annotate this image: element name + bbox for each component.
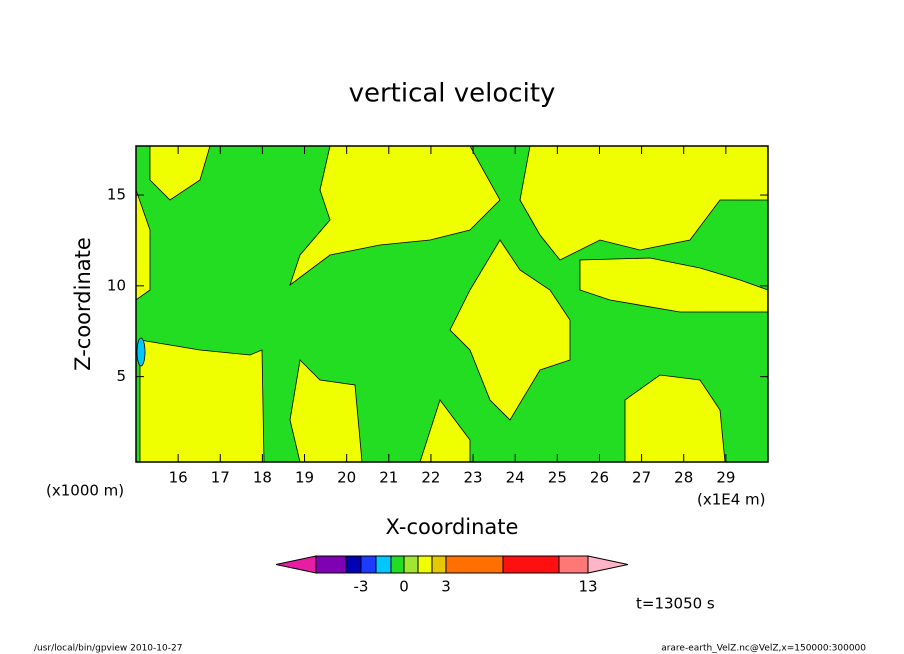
colorbar-segment: [403, 555, 419, 574]
footer-right: arare-earth_VelZ.nc@VelZ,x=150000:300000: [661, 644, 866, 654]
chart-title: vertical velocity: [349, 79, 556, 109]
x-tick-label: 28: [674, 469, 693, 487]
x-tick-label: 17: [211, 469, 230, 487]
colorbar-tick-label: 13: [578, 578, 597, 596]
colorbar-segment: [345, 555, 362, 574]
x-tick-label: 27: [632, 469, 651, 487]
colorbar-extend: [275, 555, 317, 574]
colorbar-segment: [360, 555, 377, 574]
x-tick-label: 25: [548, 469, 567, 487]
x-tick-label: 29: [716, 469, 735, 487]
x-axis-label: X-coordinate: [386, 515, 519, 539]
colorbar-extend: [587, 555, 629, 574]
x-tick-label: 16: [169, 469, 188, 487]
colorbar-tick-label: 0: [399, 578, 409, 596]
x-tick-label: 19: [295, 469, 314, 487]
y-axis-label: Z-coordinate: [71, 237, 95, 371]
colorbar-segment: [417, 555, 433, 574]
plot-frame: [135, 145, 769, 463]
x-tick-label: 18: [253, 469, 272, 487]
colorbar-segment: [390, 555, 405, 574]
y-tick-label: 10: [107, 276, 126, 294]
x-tick-label: 22: [421, 469, 440, 487]
x-tick-label: 24: [506, 469, 525, 487]
contour-region: [136, 337, 146, 367]
y-tick-label: 15: [107, 186, 126, 204]
colorbar-segment: [431, 555, 447, 574]
colorbar-segment: [558, 555, 589, 574]
contour-region: [449, 239, 571, 421]
footer-left: /usr/local/bin/gpview 2010-10-27: [34, 644, 182, 654]
colorbar-segment: [445, 555, 504, 574]
colorbar-tick-label: 3: [441, 578, 451, 596]
colorbar-tick-label: -3: [354, 578, 369, 596]
x-tick-label: 26: [590, 469, 609, 487]
y-unit-label: (x1000 m): [46, 482, 124, 500]
contour-field: [135, 145, 769, 463]
contour-region: [139, 339, 265, 463]
colorbar-segment: [315, 555, 347, 574]
y-tick-label: 5: [116, 367, 126, 385]
x-tick-label: 23: [464, 469, 483, 487]
x-unit-label: (x1E4 m): [697, 491, 766, 509]
x-tick-label: 20: [337, 469, 356, 487]
contour-region: [289, 145, 501, 287]
x-tick-label: 21: [379, 469, 398, 487]
annotation: t=13050 s: [636, 595, 715, 613]
colorbar-segment: [375, 555, 392, 574]
colorbar-segment: [502, 555, 560, 574]
